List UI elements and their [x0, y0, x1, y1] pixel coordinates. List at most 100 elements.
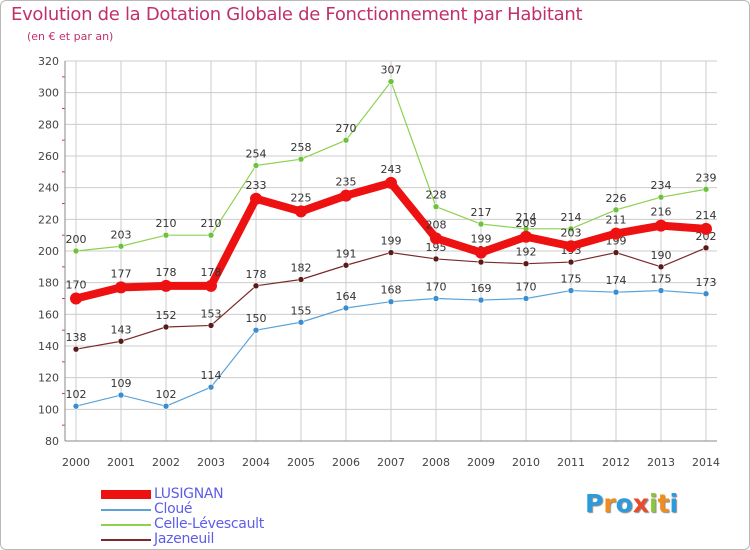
data-label: 182 [291, 262, 312, 275]
series-celle-l-vescault: 200 203 210 210 254 258 270 307 228 217 214 214 226 2… [66, 64, 717, 255]
data-label: 258 [291, 141, 312, 154]
y-tick-label: 80 [45, 435, 59, 448]
data-point [297, 276, 305, 283]
data-point [207, 231, 215, 239]
data-label: 208 [426, 218, 447, 231]
logo-letter: i [649, 489, 658, 518]
data-label: 169 [471, 282, 492, 295]
data-label: 152 [156, 309, 177, 322]
logo-letter: i [669, 489, 679, 518]
legend-swatch [101, 490, 151, 499]
data-label: 174 [606, 274, 627, 287]
data-point [72, 402, 80, 410]
legend-label: Cloué [154, 501, 193, 517]
legend-swatch [101, 538, 151, 541]
logo-letter: r [603, 489, 616, 518]
data-label: 190 [651, 249, 672, 262]
data-label: 234 [651, 179, 672, 192]
data-point [477, 258, 485, 266]
y-tick-label: 260 [38, 150, 59, 163]
y-tick-label: 240 [38, 182, 59, 195]
data-point [702, 244, 710, 252]
data-point [657, 287, 665, 294]
data-label: 170 [426, 281, 447, 294]
data-label: 228 [426, 189, 447, 202]
x-tick-label: 2002 [152, 456, 180, 469]
legend-item: LUSIGNAN [101, 487, 264, 502]
data-label: 239 [696, 171, 717, 184]
data-point [477, 296, 485, 304]
data-label: 177 [111, 267, 132, 280]
x-tick-label: 2011 [557, 456, 585, 469]
data-point [432, 255, 440, 263]
data-point [297, 155, 305, 163]
series-clou-: 102 109 102 114 150 155 164 168 170 169 170 175 174 1… [66, 273, 717, 410]
data-point [250, 192, 262, 205]
data-label: 109 [111, 377, 132, 390]
data-label: 175 [561, 273, 582, 286]
series-lusignan: 170 177 178 178 233 225 235 243 208 199 209 203 211 2… [66, 163, 717, 305]
data-point [655, 219, 667, 232]
data-label: 203 [111, 228, 132, 241]
y-tick-label: 300 [38, 87, 59, 100]
data-label: 209 [516, 217, 537, 230]
data-label: 214 [561, 211, 582, 224]
data-label: 164 [336, 290, 357, 303]
data-label: 178 [246, 268, 267, 281]
data-label: 191 [336, 247, 357, 260]
data-point [160, 279, 172, 292]
x-tick-label: 2014 [692, 456, 720, 469]
data-point [612, 288, 620, 296]
data-point [475, 246, 487, 259]
y-tick-label: 140 [38, 340, 59, 353]
data-label: 102 [156, 388, 177, 401]
x-tick-label: 2013 [647, 456, 675, 469]
x-tick-label: 2010 [512, 456, 540, 469]
x-tick-label: 2009 [467, 456, 495, 469]
data-label: 155 [291, 304, 312, 317]
data-point [387, 249, 395, 256]
data-point [162, 402, 170, 410]
data-point [342, 261, 350, 269]
data-point [657, 193, 665, 201]
data-label: 168 [381, 284, 402, 297]
data-point [700, 222, 712, 235]
data-point [520, 230, 532, 243]
data-point [297, 318, 305, 326]
data-point [432, 295, 440, 302]
data-label: 178 [156, 266, 177, 279]
x-tick-label: 2003 [197, 456, 225, 469]
data-point [252, 282, 260, 290]
logo-letter: P [585, 489, 604, 518]
data-point [207, 383, 215, 391]
x-tick-label: 2008 [422, 456, 450, 469]
data-point [567, 258, 575, 266]
x-tick-label: 2004 [242, 456, 270, 469]
data-point [610, 227, 622, 240]
logo-letter: x [632, 489, 649, 518]
data-point [252, 326, 260, 334]
data-label: 211 [606, 214, 627, 227]
data-point [295, 205, 307, 218]
data-label: 199 [471, 233, 492, 246]
data-point [385, 176, 397, 189]
legend-label: Celle-Lévescault [154, 516, 264, 532]
data-point [430, 232, 442, 245]
legend-swatch [101, 523, 151, 526]
data-label: 170 [66, 279, 87, 292]
y-tick-label: 180 [38, 277, 59, 290]
data-point [387, 298, 395, 305]
chart-subtitle: (en € et par an) [27, 30, 114, 43]
data-label: 192 [516, 246, 537, 259]
proxiti-logo: Proxiti [585, 489, 678, 518]
chart-legend: LUSIGNAN Cloué Celle-Lévescault Jazeneuil [101, 487, 264, 547]
data-point [565, 240, 577, 253]
data-point [702, 290, 710, 298]
y-tick-label: 200 [38, 245, 59, 258]
data-label: 217 [471, 206, 492, 219]
legend-item: Jazeneuil [101, 532, 264, 547]
x-tick-label: 2012 [602, 456, 630, 469]
data-label: 226 [606, 192, 627, 205]
